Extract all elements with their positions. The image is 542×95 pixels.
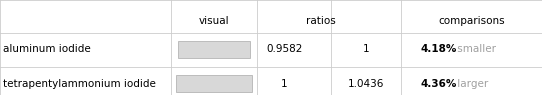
- FancyBboxPatch shape: [178, 41, 250, 58]
- Text: 1: 1: [363, 44, 369, 54]
- Text: visual: visual: [199, 16, 229, 26]
- Text: ratios: ratios: [306, 16, 336, 26]
- FancyBboxPatch shape: [176, 75, 252, 92]
- Text: smaller: smaller: [454, 44, 496, 54]
- Text: tetrapentylammonium iodide: tetrapentylammonium iodide: [3, 79, 156, 89]
- Text: 0.9582: 0.9582: [266, 44, 303, 54]
- Text: 1.0436: 1.0436: [347, 79, 384, 89]
- Text: comparisons: comparisons: [438, 16, 505, 26]
- Text: larger: larger: [454, 79, 488, 89]
- Text: 4.18%: 4.18%: [420, 44, 456, 54]
- Text: 4.36%: 4.36%: [420, 79, 456, 89]
- Text: 1: 1: [281, 79, 288, 89]
- Text: aluminum iodide: aluminum iodide: [3, 44, 91, 54]
